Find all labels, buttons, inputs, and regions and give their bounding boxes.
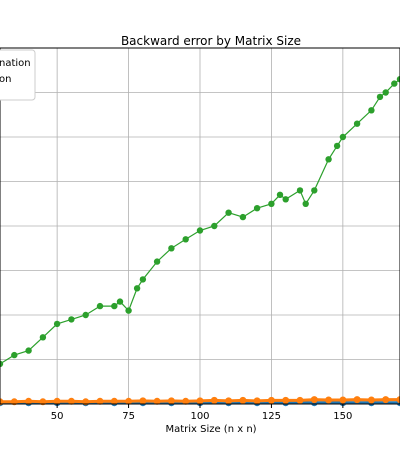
series-1-point-27 bbox=[382, 396, 390, 404]
series-1-point-18 bbox=[253, 397, 261, 405]
series-2-point-1 bbox=[11, 351, 18, 359]
series-2-point-12 bbox=[139, 276, 147, 283]
series-2-point-35 bbox=[396, 76, 400, 83]
series-2-point-32 bbox=[376, 93, 384, 101]
series-2-point-13 bbox=[153, 258, 161, 265]
series-2-point-10 bbox=[125, 307, 132, 314]
series-1-point-9 bbox=[125, 397, 133, 405]
series-2-point-6 bbox=[82, 311, 89, 319]
legend-entry-2: on bbox=[0, 74, 11, 85]
series-1-point-25 bbox=[353, 396, 361, 404]
series-1-point-10 bbox=[139, 397, 147, 405]
series-1-point-14 bbox=[196, 397, 204, 405]
series-2-point-29 bbox=[339, 133, 347, 141]
series-1-point-24 bbox=[339, 396, 347, 404]
series-2-point-9 bbox=[116, 298, 124, 305]
x-tick-label-75: 75 bbox=[122, 411, 135, 422]
series-2-point-28 bbox=[333, 142, 341, 150]
series-1-point-2 bbox=[25, 397, 33, 405]
series-2-point-30 bbox=[353, 120, 361, 127]
series-1-point-11 bbox=[153, 397, 161, 405]
series-2-point-23 bbox=[282, 196, 289, 203]
series-2-point-33 bbox=[382, 89, 389, 96]
series-2-point-17 bbox=[211, 222, 218, 230]
grid-lines bbox=[0, 48, 400, 404]
series-1-point-8 bbox=[110, 397, 118, 405]
series-1-point-20 bbox=[282, 396, 290, 404]
series-2-point-8 bbox=[111, 302, 118, 310]
series-1-point-13 bbox=[182, 397, 190, 405]
series-2-point-4 bbox=[53, 320, 61, 328]
x-tick-label-100: 100 bbox=[190, 411, 209, 422]
series-1-point-15 bbox=[210, 396, 218, 404]
series-1-point-21 bbox=[296, 396, 304, 404]
series-1-point-4 bbox=[53, 397, 61, 405]
series-1-point-5 bbox=[67, 397, 75, 405]
series-2-point-20 bbox=[253, 205, 261, 212]
series-1-point-12 bbox=[167, 397, 175, 405]
series-2-point-15 bbox=[182, 236, 189, 243]
series-1-point-26 bbox=[367, 396, 375, 404]
legend: nation on bbox=[0, 49, 36, 101]
x-axis-label: Matrix Size (n x n) bbox=[165, 424, 256, 435]
x-axis-ticks: 50 75 100 125 150 bbox=[51, 404, 352, 422]
series-2-point-3 bbox=[39, 334, 47, 341]
series-1-point-17 bbox=[239, 396, 247, 404]
series-2-point-0 bbox=[0, 360, 4, 368]
series-1-point-23 bbox=[325, 396, 333, 404]
series-1-point-19 bbox=[267, 396, 275, 404]
series-2-point-24 bbox=[296, 187, 304, 194]
series-2-point-21 bbox=[268, 200, 275, 207]
series-2-point-25 bbox=[302, 200, 309, 207]
series-2-point-19 bbox=[239, 213, 247, 221]
series-2-point-22 bbox=[276, 191, 284, 198]
x-tick-label-125: 125 bbox=[262, 411, 281, 422]
x-tick-label-150: 150 bbox=[333, 411, 352, 422]
series-2-point-31 bbox=[368, 107, 375, 114]
series-2-point-27 bbox=[325, 156, 332, 163]
series-2-point-11 bbox=[133, 285, 141, 292]
series-2-point-7 bbox=[96, 302, 104, 310]
series-2-point-2 bbox=[25, 347, 32, 354]
series-2-point-5 bbox=[68, 316, 75, 323]
x-tick-label-50: 50 bbox=[51, 411, 64, 422]
series-2-point-34 bbox=[391, 80, 398, 87]
chart-title: Backward error by Matrix Size bbox=[121, 34, 301, 48]
series-2-point-18 bbox=[225, 209, 232, 216]
series-2-point-16 bbox=[196, 227, 204, 234]
series-1-point-28 bbox=[396, 396, 400, 404]
series-1-point-7 bbox=[96, 397, 104, 405]
legend-entry-1: nation bbox=[0, 58, 31, 69]
series-2-point-26 bbox=[311, 187, 318, 194]
series-2 bbox=[0, 76, 400, 368]
series-1-point-22 bbox=[310, 396, 318, 404]
legend-box bbox=[0, 49, 36, 101]
series-1-point-16 bbox=[225, 397, 233, 405]
series-2-point-14 bbox=[168, 245, 175, 252]
